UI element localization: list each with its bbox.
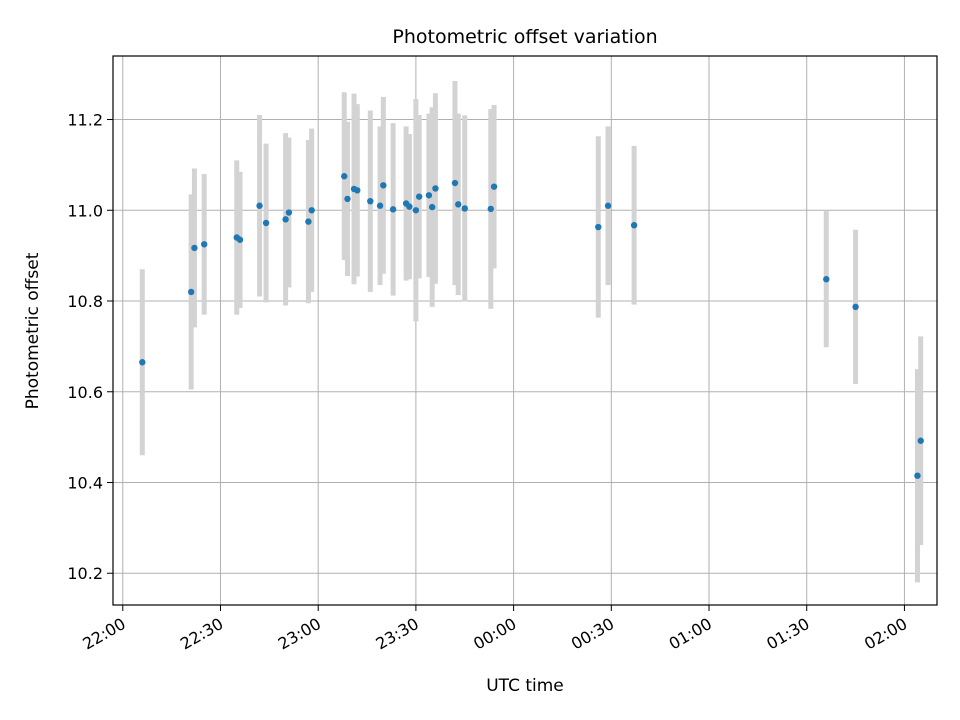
data-point [285,209,293,216]
data-point [139,359,146,366]
data-point [344,195,351,203]
plot-frame [112,55,938,606]
data-point [200,241,208,248]
data-point [380,182,387,189]
data-point [282,216,289,223]
data-point [415,193,423,200]
grid [113,56,937,605]
data-point [341,173,348,180]
y-tick-label: 11.2 [67,111,103,130]
data-point [490,183,498,190]
data-point [367,197,374,205]
data-point [262,219,270,227]
data-point [256,202,263,209]
data-point [236,236,244,243]
data-point [487,205,495,213]
data-point [354,187,361,194]
data-point [406,203,413,210]
data-point [852,303,859,311]
data-point [412,207,420,214]
y-tick-label: 11.0 [67,201,103,220]
y-axis-label: Photometric offset [23,252,43,409]
data-point [451,179,459,187]
y-tick-label: 10.6 [67,383,103,402]
data-point [187,288,195,296]
data-point [914,472,921,479]
x-axis-label: UTC time [486,676,564,696]
data-point [308,207,315,214]
data-point [823,276,830,283]
data-point [461,205,468,212]
data-point [917,437,924,444]
y-tick-label: 10.2 [67,564,103,583]
y-axis-ticks: 10.2 10.4 10.6 10.8 11.0 11.2 [67,111,113,583]
data-point [425,192,433,199]
data-point [376,202,384,209]
data-point [305,218,312,225]
data-point [455,201,462,208]
data-point [432,185,439,192]
data-point [595,223,602,231]
y-tick-label: 10.8 [67,292,103,311]
data-point [428,203,436,211]
chart-title: Photometric offset variation [392,26,657,48]
data-point [191,244,198,252]
y-tick-label: 10.4 [67,473,103,492]
data-point [389,206,397,213]
data-points [139,173,924,479]
data-point [604,202,612,209]
data-point [630,222,638,229]
